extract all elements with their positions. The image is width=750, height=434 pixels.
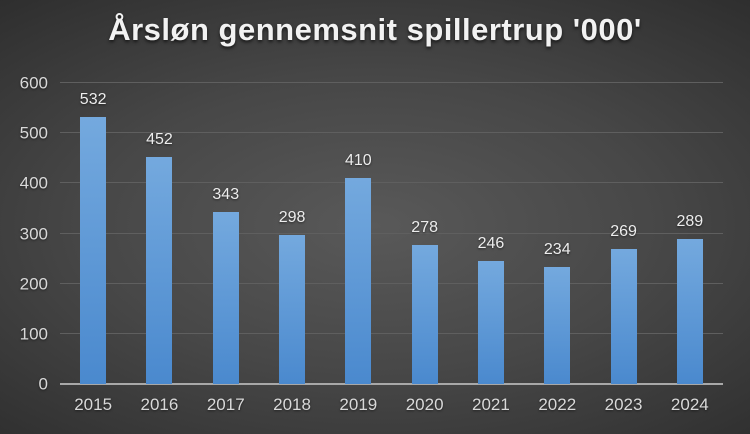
x-tick-label-2023: 2023 <box>604 395 643 414</box>
x-tick-label-2015: 2015 <box>74 395 113 414</box>
data-label-2021: 246 <box>477 234 505 252</box>
gridline-100 <box>60 332 723 334</box>
bar-slot-2019: 410 <box>344 83 372 384</box>
x-tick-label-2016: 2016 <box>140 395 179 414</box>
gridline-500 <box>60 132 723 134</box>
y-tick-label-100: 100 <box>19 324 48 344</box>
bar-slot-2024: 289 <box>676 83 704 384</box>
data-label-2018: 298 <box>278 208 306 226</box>
x-axis-line <box>60 383 723 385</box>
x-tick-label-2019: 2019 <box>339 395 378 414</box>
x-tick-label-2024: 2024 <box>670 395 709 414</box>
bar-2018 <box>279 234 306 384</box>
data-label-2022: 234 <box>543 240 571 258</box>
data-label-2017: 343 <box>212 185 240 203</box>
data-label-2015: 532 <box>79 91 107 109</box>
bar-slot-2021: 246 <box>478 83 504 384</box>
chart-title: Årsløn gennemsnit spillertrup '000' <box>108 12 642 47</box>
y-tick-label-600: 600 <box>19 73 48 93</box>
gridline-400 <box>60 182 723 184</box>
x-tick-label-2017: 2017 <box>206 395 245 414</box>
bar-2016 <box>146 157 173 384</box>
bar-2022 <box>544 266 571 384</box>
gridline-200 <box>60 282 723 284</box>
y-tick-label-0: 0 <box>38 374 48 394</box>
bar-slot-2017: 343 <box>212 83 240 384</box>
x-tick-label-2018: 2018 <box>273 395 311 414</box>
bar-slot-2018: 298 <box>279 83 305 384</box>
data-label-2024: 289 <box>676 213 704 231</box>
bar-2021 <box>477 260 504 384</box>
data-label-2019: 410 <box>344 152 372 170</box>
y-tick-label-200: 200 <box>19 274 48 294</box>
data-label-2016: 452 <box>146 131 173 149</box>
x-tick-label-2022: 2022 <box>538 395 577 414</box>
x-axis: 2015 2016 2017 2018 2019 2020 2021 2022 2023 2024 <box>60 396 723 420</box>
bar-slot-2016: 452 <box>146 83 173 384</box>
bar-2024 <box>676 239 703 384</box>
bar-2019 <box>345 178 372 384</box>
x-tick-label-2020: 2020 <box>405 395 444 414</box>
plot-area: 532 452 343 298 410 278 246 234 269 289 <box>60 82 723 385</box>
y-tick-label-300: 300 <box>19 224 48 243</box>
bar-slot-2022: 234 <box>543 83 571 384</box>
bar-slot-2020: 278 <box>411 83 438 384</box>
bar-2020 <box>411 244 438 384</box>
gridline-600 <box>60 82 723 83</box>
bar-2015 <box>80 117 107 384</box>
gridline-300 <box>60 232 723 234</box>
y-tick-label-500: 500 <box>19 123 48 143</box>
bar-slot-2015: 532 <box>80 83 106 384</box>
bar-slot-2023: 269 <box>610 83 637 384</box>
bar-2023 <box>610 249 637 384</box>
x-tick-label-2021: 2021 <box>472 395 510 414</box>
data-label-2020: 278 <box>411 218 438 236</box>
y-axis: 0 100 200 300 400 500 600 <box>0 75 48 393</box>
data-label-2023: 269 <box>610 223 637 241</box>
y-tick-label-400: 400 <box>19 173 48 193</box>
bar-2017 <box>212 211 239 384</box>
